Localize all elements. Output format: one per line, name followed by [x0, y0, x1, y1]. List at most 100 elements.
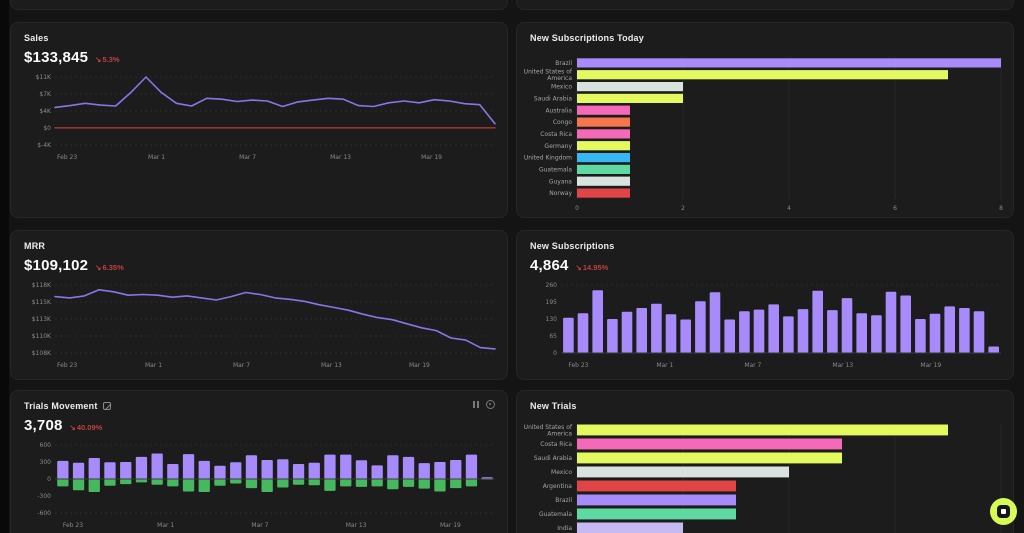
svg-text:Australia: Australia: [545, 107, 572, 114]
trials-movement-chart[interactable]: 600 300 0 -300 -600 Feb 23 Mar 1 Mar 7 Mar 13 Mar…: [23, 439, 501, 531]
svg-text:Feb 23: Feb 23: [57, 154, 77, 161]
svg-text:Mexico: Mexico: [551, 84, 572, 91]
trend-down-icon: ↘: [575, 263, 582, 272]
svg-text:$110K: $110K: [32, 333, 52, 340]
svg-text:Mar 7: Mar 7: [239, 154, 256, 161]
left-edge-strip: [0, 0, 9, 533]
svg-text:Mar 7: Mar 7: [251, 522, 268, 529]
svg-text:Germany: Germany: [544, 143, 572, 150]
svg-text:Argentina: Argentina: [543, 483, 573, 490]
svg-text:Mar 1: Mar 1: [145, 362, 162, 369]
mrr-chart[interactable]: $118K $115K $113K $110K $108K Feb 23 Mar 1 Mar …: [23, 279, 501, 371]
settings-icon[interactable]: [486, 400, 495, 409]
trend-down-icon: ↘: [95, 55, 102, 64]
svg-text:$11K: $11K: [36, 74, 52, 81]
trend-down-icon: ↘: [95, 263, 102, 272]
svg-text:Mar 19: Mar 19: [421, 154, 442, 161]
panel-title: Sales: [24, 33, 49, 43]
panel-title: New Subscriptions Today: [530, 33, 644, 43]
new-subscriptions-chart[interactable]: 260 195 130 65 0 Feb 23 Mar 1 Mar 7 Mar 13 Mar 19: [529, 279, 1007, 371]
svg-text:$0: $0: [43, 125, 51, 132]
pause-icon[interactable]: [473, 401, 479, 408]
svg-text:Saudi Arabia: Saudi Arabia: [534, 455, 572, 462]
trend-down-icon: ↘: [69, 423, 76, 432]
new-trials-panel: New Trials United States of America Costa …: [516, 390, 1014, 533]
sales-panel: Sales $133,845 ↘5.3% $11K $7K $4K $0 $-4K Feb…: [10, 22, 508, 218]
svg-text:600: 600: [40, 442, 52, 449]
kpi-delta: ↘14.95%: [575, 263, 609, 272]
svg-text:Mar 13: Mar 13: [330, 154, 351, 161]
kpi-delta: ↘40.09%: [69, 423, 103, 432]
sales-chart[interactable]: $11K $7K $4K $0 $-4K Feb 23 Mar 1 Mar 7 Mar 13 Ma…: [23, 71, 501, 163]
svg-text:130: 130: [546, 316, 558, 323]
svg-text:4: 4: [787, 205, 791, 212]
svg-text:65: 65: [549, 333, 557, 340]
edit-icon[interactable]: [102, 402, 111, 410]
panel-above-right: [516, 0, 1014, 10]
svg-text:$4K: $4K: [39, 108, 52, 115]
trials-movement-panel: Trials Movement 3,708 ↘40.09% 600 300 0 -30…: [10, 390, 508, 533]
svg-text:Norway: Norway: [549, 190, 572, 197]
mrr-panel: MRR $109,102 ↘6.35% $118K $115K $113K $110K…: [10, 230, 508, 380]
svg-text:Costa Rica: Costa Rica: [540, 441, 572, 448]
svg-text:300: 300: [40, 459, 52, 466]
panel-above-left: [10, 0, 508, 10]
new-subscriptions-today-panel: New Subscriptions Today Brazil United Sta…: [516, 22, 1014, 218]
panel-title: MRR: [24, 241, 46, 251]
svg-text:-300: -300: [37, 493, 51, 500]
svg-text:Feb 23: Feb 23: [63, 522, 83, 529]
panel-title: New Subscriptions: [530, 241, 615, 251]
svg-text:Mar 1: Mar 1: [157, 522, 174, 529]
svg-text:Congo: Congo: [553, 119, 572, 126]
kpi-value: $109,102: [24, 257, 89, 274]
svg-text:6: 6: [893, 205, 897, 212]
svg-text:Mar 7: Mar 7: [744, 362, 761, 369]
svg-text:Mar 13: Mar 13: [832, 362, 853, 369]
new-subscriptions-today-chart[interactable]: Brazil United States of America Mexico Saudi…: [523, 53, 1009, 215]
svg-text:Saudi Arabia: Saudi Arabia: [534, 95, 572, 102]
panel-title: New Trials: [530, 401, 577, 411]
new-subscriptions-panel: New Subscriptions 4,864 ↘14.95% 260 195 13…: [516, 230, 1014, 380]
svg-text:Mar 1: Mar 1: [148, 154, 165, 161]
svg-text:India: India: [557, 525, 572, 532]
svg-text:-600: -600: [37, 510, 51, 517]
svg-text:Mar 7: Mar 7: [233, 362, 250, 369]
svg-text:195: 195: [546, 299, 558, 306]
svg-text:Feb 23: Feb 23: [57, 362, 77, 369]
svg-text:Mar 19: Mar 19: [920, 362, 941, 369]
chat-icon: [997, 505, 1010, 518]
kpi-value: 4,864: [530, 257, 569, 274]
svg-text:Mar 13: Mar 13: [321, 362, 342, 369]
svg-text:$115K: $115K: [32, 299, 52, 306]
svg-text:United Kingdom: United Kingdom: [524, 155, 572, 162]
kpi-delta: ↘6.35%: [95, 263, 124, 272]
svg-text:Feb 23: Feb 23: [568, 362, 588, 369]
svg-text:$118K: $118K: [32, 282, 52, 289]
svg-text:Guyana: Guyana: [549, 178, 572, 185]
kpi-value: 3,708: [24, 417, 63, 434]
svg-text:260: 260: [546, 282, 558, 289]
svg-text:$7K: $7K: [39, 91, 52, 98]
svg-text:Mar 13: Mar 13: [346, 522, 367, 529]
svg-text:8: 8: [999, 205, 1003, 212]
chat-widget-button[interactable]: [990, 498, 1017, 525]
svg-text:0: 0: [553, 350, 557, 357]
svg-text:Brazil: Brazil: [555, 60, 572, 67]
svg-text:Guatemala: Guatemala: [539, 166, 572, 173]
panel-title: Trials Movement: [24, 401, 98, 411]
new-trials-chart[interactable]: United States of America Costa Rica Saudi A…: [523, 419, 1009, 533]
kpi-value: $133,845: [24, 49, 89, 66]
svg-text:Guatemala: Guatemala: [539, 511, 572, 518]
svg-text:Mar 19: Mar 19: [409, 362, 430, 369]
svg-text:$108K: $108K: [32, 350, 52, 357]
kpi-delta: ↘5.3%: [95, 55, 120, 64]
svg-text:Brazil: Brazil: [555, 497, 572, 504]
svg-text:2: 2: [681, 205, 685, 212]
svg-text:$113K: $113K: [32, 316, 52, 323]
svg-text:0: 0: [47, 476, 51, 483]
svg-text:Mar 1: Mar 1: [656, 362, 673, 369]
svg-text:Mexico: Mexico: [551, 469, 572, 476]
